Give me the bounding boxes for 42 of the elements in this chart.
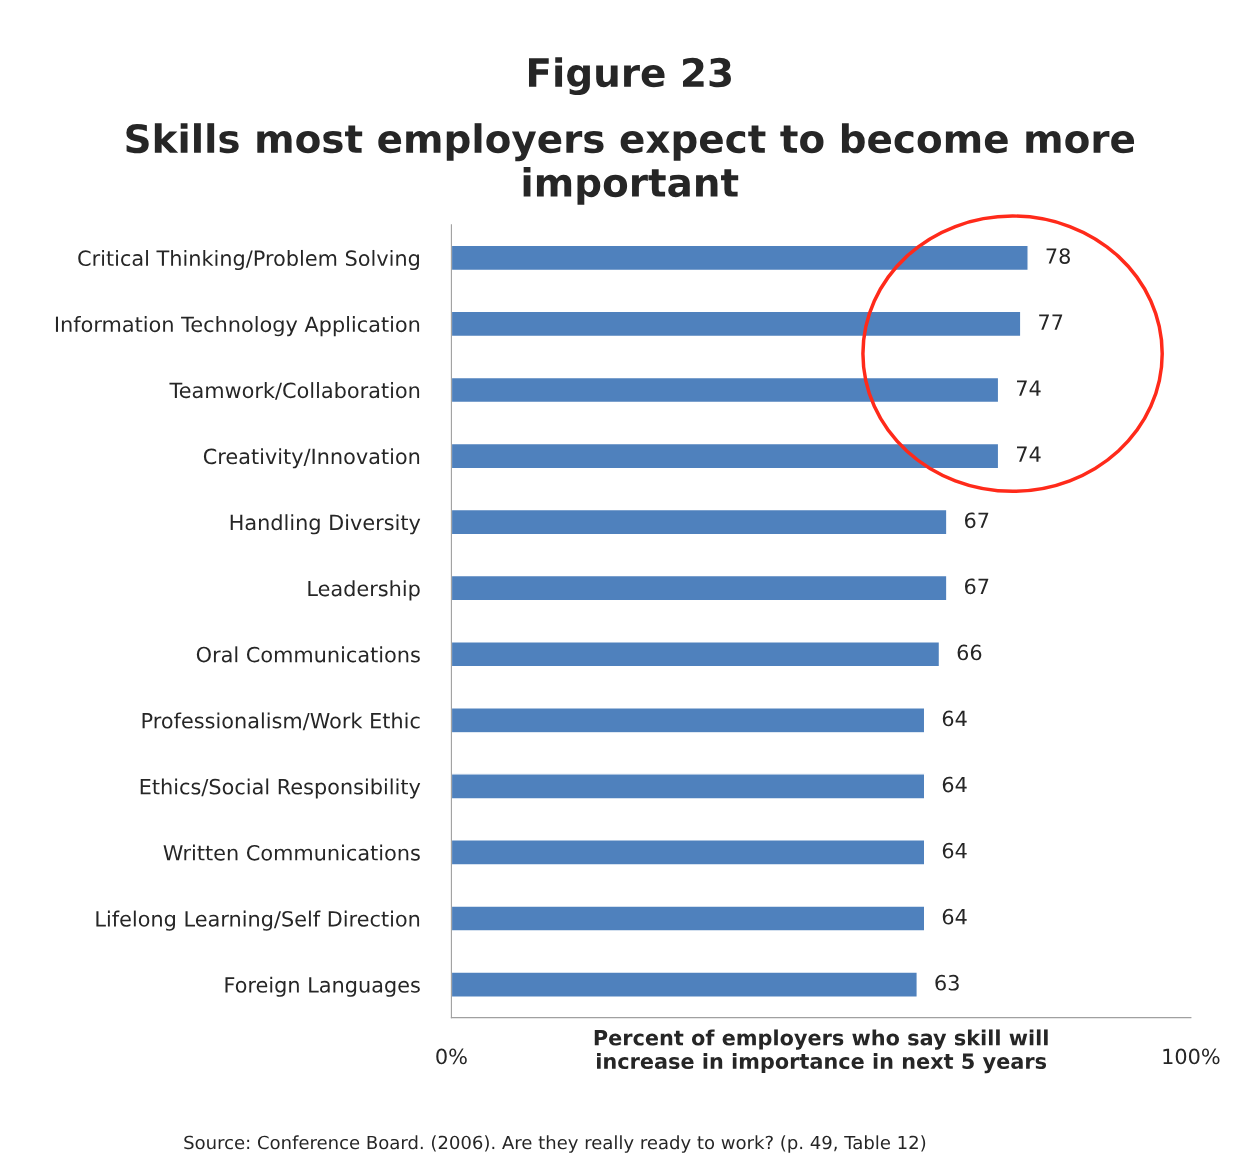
- data-label: 64: [942, 908, 967, 925]
- data-label: 74: [1017, 446, 1041, 462]
- bar: [451, 574, 948, 602]
- data-label: 66: [957, 644, 982, 661]
- y-tick-label: Information Technology Application: [55, 316, 420, 337]
- data-label: 78: [1046, 248, 1070, 264]
- y-tick-label: Ethics/Social Responsibility: [140, 778, 421, 799]
- data-label: 67: [964, 512, 989, 529]
- y-tick-label: Handling Diversity: [230, 514, 421, 535]
- bar: [451, 839, 926, 866]
- bar: [451, 508, 948, 536]
- data-label: 77: [1039, 314, 1063, 330]
- y-tick-label: Foreign Languages: [225, 976, 420, 997]
- x-tick-label: 0%: [436, 1048, 467, 1065]
- data-label: 64: [942, 842, 967, 859]
- bar: [451, 773, 926, 800]
- data-label: 64: [942, 776, 967, 793]
- x-axis-title: Percent of employers who say skill will increase in importance in next 5 years: [594, 1029, 1048, 1074]
- y-tick-label: Leadership: [308, 580, 420, 601]
- y-tick-label: Critical Thinking/Problem Solving: [78, 249, 419, 271]
- data-label: 63: [935, 974, 959, 991]
- bar: [451, 376, 1000, 404]
- bar: [451, 707, 926, 734]
- bar: [451, 641, 941, 668]
- y-tick-label: Lifelong Learning/Self Direction: [96, 910, 420, 931]
- y-tick-label: Written Communications: [163, 844, 420, 861]
- bar: [451, 971, 918, 998]
- chart-title: Figure 23: [528, 57, 731, 96]
- source-note: Source: Conference Board. (2006). Are they really ready to work? (p. 49, Table 12): [184, 1135, 926, 1153]
- y-tick-label: Oral Communications: [196, 646, 420, 663]
- y-tick-label: Professionalism/Work Ethic: [142, 712, 420, 731]
- x-tick-label: 100%: [1163, 1048, 1220, 1065]
- y-tick-label: Teamwork/Collaboration: [169, 382, 420, 400]
- bar: [451, 442, 1000, 470]
- data-label: 64: [942, 710, 967, 727]
- y-tick-label: Creativity/Innovation: [203, 448, 420, 469]
- data-label: 74: [1017, 380, 1041, 396]
- bar: [451, 244, 1029, 272]
- chart-subtitle: Skills most employers expect to become more important: [126, 123, 1135, 205]
- data-label: 67: [964, 578, 989, 595]
- bar: [451, 310, 1022, 338]
- bar: [451, 905, 926, 932]
